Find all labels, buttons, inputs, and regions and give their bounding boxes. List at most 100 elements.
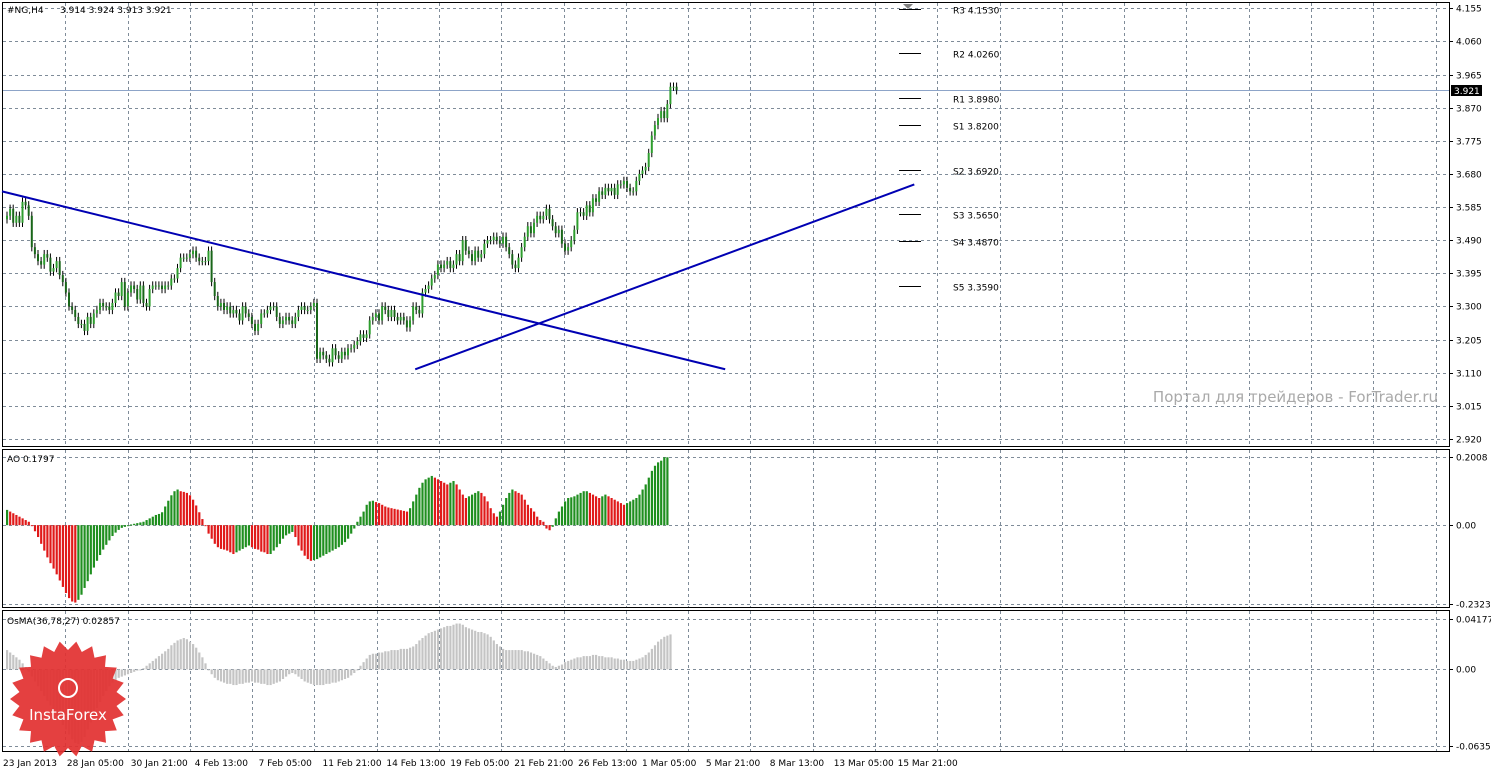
ao-y-tick-label: 0.00 <box>1456 522 1476 532</box>
candle-body <box>396 316 399 321</box>
osma-bar <box>669 634 672 670</box>
ao-bar <box>452 481 455 526</box>
ao-bar <box>30 525 33 527</box>
ao-bar <box>560 506 564 526</box>
ao-bar <box>436 479 440 526</box>
osma-bar <box>362 662 365 670</box>
ao-title: AO 0.1797 <box>7 455 54 465</box>
candle-body <box>430 278 433 286</box>
candle-body <box>235 309 238 314</box>
osma-bar <box>374 653 378 670</box>
osma-bar <box>595 654 598 670</box>
candle-body <box>18 215 21 223</box>
ao-bar <box>46 525 49 558</box>
x-tick-label: 14 Feb 13:00 <box>386 759 445 769</box>
candle-body <box>266 309 269 314</box>
candle-body <box>120 282 123 297</box>
candle-body <box>529 226 532 234</box>
candle-body <box>669 86 672 105</box>
candle-body <box>257 323 260 331</box>
ao-bar <box>86 525 89 582</box>
osma-bar <box>486 634 489 670</box>
candle-body <box>579 212 582 214</box>
candle-body <box>424 289 427 293</box>
ao-bar <box>619 503 622 526</box>
candle-body <box>427 285 430 290</box>
osma-bar <box>638 658 641 670</box>
ao-bar <box>257 525 260 550</box>
osma-bar <box>340 669 343 681</box>
osma-bar <box>436 629 440 670</box>
ao-bar <box>471 494 474 526</box>
ao-bar <box>607 496 610 526</box>
ao-bar <box>18 516 21 526</box>
ao-bar <box>502 504 505 526</box>
osma-bar <box>347 669 350 678</box>
ao-bar <box>12 513 15 526</box>
ao-bar <box>145 520 148 526</box>
osma-bar <box>591 654 595 670</box>
ao-bar <box>356 521 359 526</box>
x-tick-label: 13 Mar 05:00 <box>834 759 894 769</box>
ao-panel-frame <box>2 449 1450 608</box>
candle-body <box>210 250 213 283</box>
ao-bar <box>201 519 204 526</box>
ao-bar <box>275 525 278 548</box>
ao-bar <box>64 525 68 594</box>
osma-bar <box>139 669 142 671</box>
osma-bar <box>120 669 123 677</box>
osma-bar <box>461 624 464 670</box>
candle-body <box>393 309 396 317</box>
osma-bar <box>433 630 436 670</box>
candle-body <box>495 236 498 241</box>
osma-bar <box>402 648 405 670</box>
osma-bar <box>573 658 576 670</box>
ao-bar <box>564 501 567 526</box>
candle-body <box>260 313 263 324</box>
candle-body <box>83 323 86 331</box>
ao-bar <box>570 497 573 526</box>
osma-bar <box>560 664 564 670</box>
x-tick-label: 11 Feb 21:00 <box>323 759 382 769</box>
ao-bar <box>427 477 430 526</box>
candle-body <box>554 226 557 234</box>
osma-bar <box>440 628 443 670</box>
ao-bar <box>443 482 446 526</box>
y-tick-label: 3.490 <box>1456 237 1482 247</box>
candle-body <box>21 201 24 223</box>
osma-bar <box>250 669 254 682</box>
candle-body <box>312 302 315 307</box>
candle-body <box>30 215 33 248</box>
candle-body <box>542 215 545 220</box>
osma-bar <box>291 669 294 674</box>
ao-bar <box>74 525 77 603</box>
osma-bar <box>536 654 539 670</box>
osma-bar <box>219 669 223 682</box>
osma-bar <box>328 669 331 684</box>
candle-body <box>591 198 594 213</box>
ao-bar <box>622 504 626 526</box>
candle-body <box>455 254 458 265</box>
osma-bar <box>244 669 247 683</box>
candle-body <box>440 264 442 269</box>
ao-bar <box>40 525 43 544</box>
ao-bar <box>415 494 418 526</box>
candle-body <box>223 302 225 310</box>
ao-bar <box>343 525 347 543</box>
osma-bar <box>483 633 486 670</box>
candle-body <box>219 302 222 307</box>
ao-bar <box>52 525 55 569</box>
candle-body <box>536 215 539 223</box>
candle-body <box>303 306 306 310</box>
osma-bar <box>176 640 179 670</box>
candle-body <box>61 275 64 283</box>
ao-bar <box>49 525 52 564</box>
ao-bar <box>167 500 170 526</box>
ao-bar <box>37 525 40 538</box>
ao-bar <box>505 498 508 526</box>
ao-bar <box>520 494 523 526</box>
osma-bar <box>619 659 622 670</box>
candle-body <box>381 306 384 321</box>
candle-body <box>198 257 201 262</box>
ao-bar <box>591 494 595 526</box>
